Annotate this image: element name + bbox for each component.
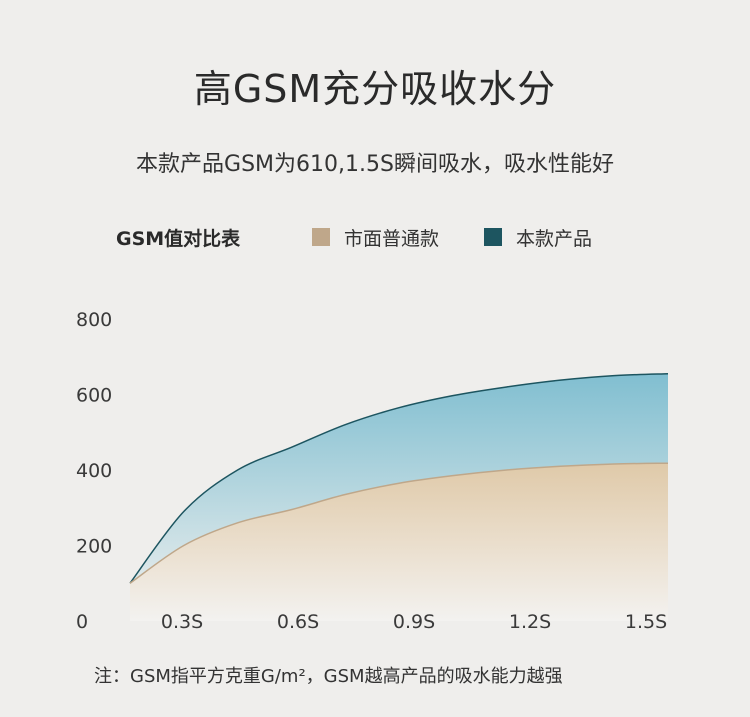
legend-title: GSM值对比表 — [116, 228, 241, 250]
chart-legend: GSM值对比表 市面普通款 本款产品 — [0, 222, 750, 252]
legend-item-market: 市面普通款 — [312, 222, 439, 252]
x-tick-label: 0.9S — [393, 611, 435, 633]
y-tick-label: 0 — [76, 611, 88, 633]
product-line — [129, 372, 669, 584]
page-title: 高GSM充分吸收水分 — [193, 67, 557, 111]
y-tick-label: 800 — [76, 309, 112, 331]
page-subtitle: 本款产品GSM为610,1.5S瞬间吸水，吸水性能好 — [136, 152, 614, 177]
legend-label-market: 市面普通款 — [344, 227, 440, 250]
legend-item-product: 本款产品 — [484, 222, 592, 252]
legend-swatch-product — [484, 228, 502, 246]
x-tick-label: 0.6S — [277, 611, 319, 633]
market-area — [130, 463, 668, 621]
footnote: 注：GSM指平方克重G/m²，GSM越高产品的吸水能力越强 — [94, 666, 563, 687]
y-tick-label: 400 — [76, 460, 112, 482]
y-tick-label: 200 — [76, 536, 112, 558]
y-tick-label: 600 — [76, 385, 112, 407]
gsm-area-chart: 0 200 400 600 800 0.3S 0.6S 0.9S 1.2S 1.5S — [76, 309, 669, 633]
x-tick-label: 1.2S — [509, 611, 551, 633]
legend-swatch-market — [312, 228, 330, 246]
x-tick-label: 0.3S — [161, 611, 203, 633]
x-tick-label: 1.5S — [625, 611, 667, 633]
legend-label-product: 本款产品 — [516, 227, 593, 250]
market-line — [129, 462, 669, 584]
